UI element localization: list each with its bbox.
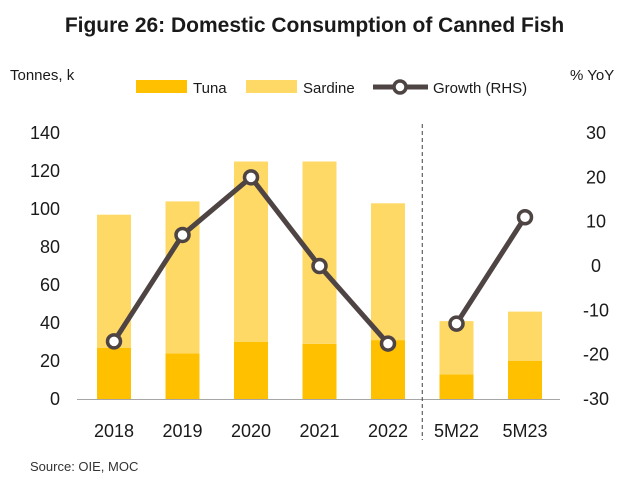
right-tick-label: -30 bbox=[583, 389, 609, 409]
left-tick-label: 140 bbox=[30, 123, 60, 143]
legend-label-growth: Growth (RHS) bbox=[433, 80, 527, 97]
left-tick-label: 20 bbox=[40, 351, 60, 371]
bar-layer bbox=[97, 161, 542, 399]
right-tick-label: 10 bbox=[586, 212, 606, 232]
legend-swatch-tuna bbox=[136, 80, 187, 93]
growth-point-2019 bbox=[174, 226, 191, 244]
left-tick-label: 120 bbox=[30, 161, 60, 181]
left-axis-label: Tonnes, k bbox=[10, 67, 75, 84]
growth-point-2018 bbox=[105, 333, 123, 350]
chart-title: Figure 26: Domestic Consumption of Canne… bbox=[64, 14, 565, 37]
right-tick-label: -10 bbox=[583, 300, 609, 320]
bar-tuna-2021 bbox=[302, 343, 337, 399]
right-axis: 30 20 10 0 -10 -20 -30 bbox=[583, 123, 609, 409]
source-note: Source: OIE, MOC bbox=[30, 459, 138, 474]
growth-line bbox=[454, 214, 528, 327]
right-tick-label: 0 bbox=[591, 256, 601, 276]
growth-point-5m23 bbox=[516, 208, 534, 226]
legend-marker-growth bbox=[392, 79, 408, 95]
bar-sardine-2018 bbox=[97, 214, 131, 348]
legend-label-tuna: Tuna bbox=[193, 80, 227, 97]
left-tick-label: 100 bbox=[30, 199, 60, 219]
bar-sardine-2022 bbox=[371, 203, 405, 341]
bar-sardine-5m23 bbox=[508, 311, 542, 361]
x-tick-label: 5M22 bbox=[434, 421, 479, 441]
left-tick-label: 40 bbox=[40, 313, 60, 333]
growth-point-2022 bbox=[379, 335, 397, 352]
x-tick-label: 2019 bbox=[162, 421, 202, 441]
right-tick-label: -20 bbox=[583, 345, 609, 365]
bar-tuna-5m23 bbox=[508, 361, 542, 399]
x-tick-label: 5M23 bbox=[502, 421, 547, 441]
legend-swatch-sardine bbox=[246, 80, 297, 93]
x-tick-label: 2021 bbox=[299, 421, 339, 441]
growth-point-2020 bbox=[242, 169, 260, 186]
growth-point-2021 bbox=[311, 257, 328, 275]
growth-line-layer bbox=[105, 169, 534, 352]
x-tick-label: 2020 bbox=[231, 421, 271, 441]
right-tick-label: 20 bbox=[586, 167, 606, 187]
left-tick-label: 0 bbox=[50, 389, 60, 409]
right-axis-label: % YoY bbox=[570, 67, 614, 84]
x-axis: 2018 2019 2020 2021 2022 5M22 5M23 bbox=[94, 421, 548, 441]
bar-tuna-2018 bbox=[97, 347, 131, 399]
growth-point-5m22 bbox=[448, 315, 465, 332]
bar-tuna-2019 bbox=[165, 353, 200, 399]
left-axis: 0 20 40 60 80 100 120 140 bbox=[30, 123, 60, 409]
bar-tuna-2020 bbox=[234, 342, 268, 399]
x-tick-label: 2022 bbox=[368, 421, 408, 441]
legend-label-sardine: Sardine bbox=[303, 80, 355, 97]
x-tick-label: 2018 bbox=[94, 421, 134, 441]
left-tick-label: 80 bbox=[40, 237, 60, 257]
right-tick-label: 30 bbox=[586, 123, 606, 143]
bar-tuna-5m22 bbox=[439, 374, 474, 399]
legend: Tuna Sardine Growth (RHS) bbox=[136, 79, 527, 97]
left-tick-label: 60 bbox=[40, 275, 60, 295]
